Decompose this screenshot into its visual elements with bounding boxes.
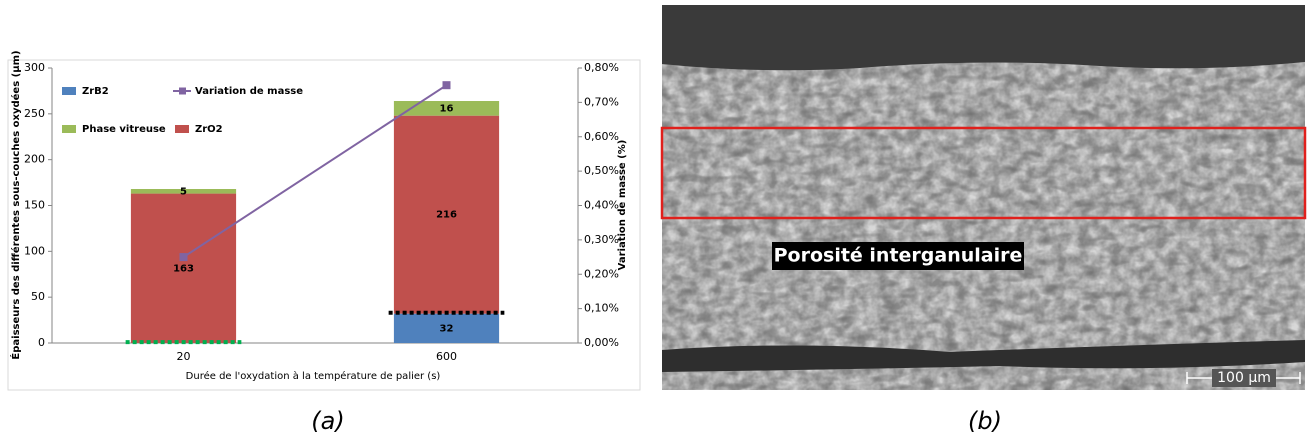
x-axis-title: Durée de l'oxydation à la température de…	[186, 370, 441, 382]
line	[182, 84, 448, 258]
y2-tick-label: 0,70%	[584, 95, 619, 108]
y-tick-label: 0	[38, 336, 45, 349]
panel-label: (b)	[968, 407, 1002, 435]
y-tick-label: 100	[24, 244, 45, 257]
y-tick-label: 250	[24, 107, 45, 120]
bar-segment	[393, 115, 500, 314]
y2-tick-label: 0,00%	[584, 336, 619, 349]
y2-tick-label: 0,50%	[584, 164, 619, 177]
data-label: 16	[440, 103, 454, 114]
highlight-box	[660, 126, 1307, 220]
annotation: Porosité interganulaire	[774, 245, 1023, 267]
scale-label: 100 µm	[1217, 370, 1271, 386]
legend-swatch	[62, 125, 76, 133]
line-marker	[442, 81, 451, 90]
y-tick-label: 200	[24, 153, 45, 166]
legend-swatch	[62, 87, 76, 95]
x-tick-label: 20	[177, 350, 191, 363]
legend-marker	[179, 87, 186, 95]
data-label: 32	[440, 323, 454, 334]
y2-tick-label: 0,60%	[584, 130, 619, 143]
substrate-gap	[662, 340, 1305, 372]
annotation-bg	[772, 242, 1024, 270]
y-tick-label: 150	[24, 199, 45, 212]
bar-segment	[393, 313, 500, 343]
data-label: 216	[436, 210, 457, 221]
bar-segment	[130, 189, 237, 194]
y2-tick-label: 0,30%	[584, 233, 619, 246]
resin-top	[662, 5, 1305, 71]
legend-label: Variation de masse	[195, 86, 303, 97]
y2-tick-label: 0,80%	[584, 61, 619, 74]
scale-label-bg	[1212, 369, 1276, 387]
data-label: 163	[173, 263, 194, 274]
panel-label: (a)	[311, 407, 344, 435]
y2-tick-label: 0,10%	[584, 302, 619, 315]
bar-segment	[130, 193, 237, 343]
x-tick-label: 600	[436, 350, 457, 363]
y2-axis-title: Variation de masse (%)	[617, 140, 628, 271]
data-label: 5	[180, 186, 187, 197]
y-tick-label: 300	[24, 61, 45, 74]
micrograph: Porosité interganulaire 100 µm	[660, 5, 1307, 390]
bar-segment	[393, 101, 500, 116]
y-axis-title: Épaisseurs des différentes sous-couches …	[9, 50, 22, 359]
y-tick-label: 50	[31, 290, 45, 303]
legend-label: ZrO2	[195, 124, 223, 135]
legend-label: ZrB2	[82, 86, 109, 97]
chart-frame	[7, 59, 641, 391]
legend-swatch	[175, 125, 189, 133]
y2-tick-label: 0,20%	[584, 267, 619, 280]
legend-label: Phase vitreuse	[82, 124, 166, 135]
line-marker	[179, 253, 188, 262]
y2-tick-label: 0,40%	[584, 199, 619, 212]
